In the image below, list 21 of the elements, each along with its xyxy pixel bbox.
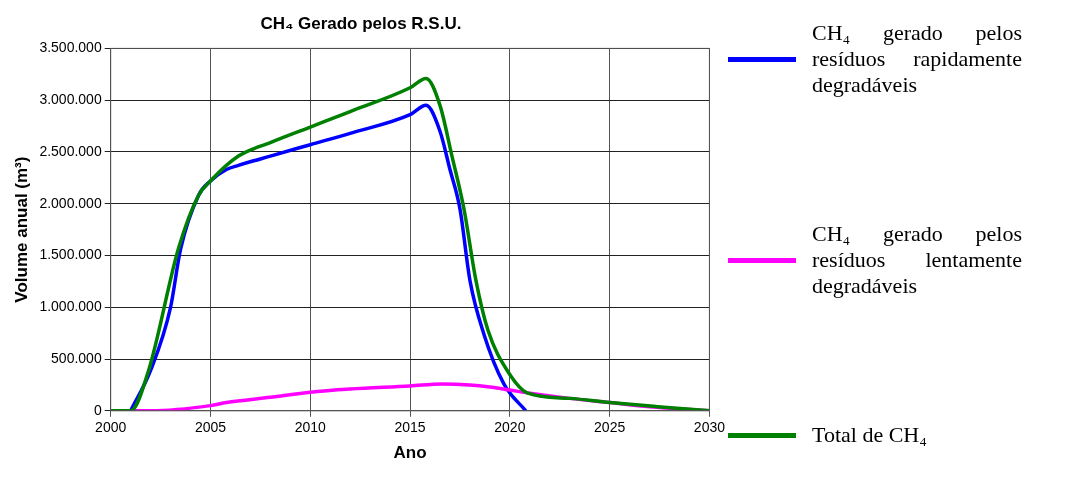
- y-tick-label: 1.000.000: [39, 298, 102, 315]
- x-axis-title: Ano: [393, 443, 427, 463]
- y-tick-label: 2.000.000: [39, 194, 102, 211]
- x-tick-label: 2010: [294, 419, 327, 436]
- y-axis-title: Volume anual (m³): [11, 156, 31, 303]
- legend-label: Total de CH₄: [812, 422, 928, 448]
- x-tick-label: 2025: [594, 419, 626, 436]
- y-tick-label: 1.500.000: [39, 246, 102, 263]
- y-tick-label: 0: [93, 401, 102, 418]
- y-tick-label: 2.500.000: [39, 142, 102, 159]
- y-tick-label: 3.000.000: [39, 91, 102, 108]
- x-tick-label: 2030: [693, 419, 726, 436]
- chart-title: CH₄ Gerado pelos R.S.U.: [260, 13, 462, 33]
- y-tick-label: 3.500.000: [39, 39, 102, 56]
- x-tick-label: 2000: [95, 419, 127, 436]
- y-tick-label: 500.000: [51, 349, 102, 366]
- x-tick-label: 2005: [194, 419, 227, 436]
- legend-label: CH₄ gerado pelos resíduos lentamente degradáveis: [812, 221, 1022, 299]
- x-tick-label: 2015: [394, 419, 426, 436]
- legend-label: CH₄ gerado pelos resíduos rapidamente degradáveis: [812, 20, 1022, 98]
- x-tick-label: 2020: [494, 419, 526, 436]
